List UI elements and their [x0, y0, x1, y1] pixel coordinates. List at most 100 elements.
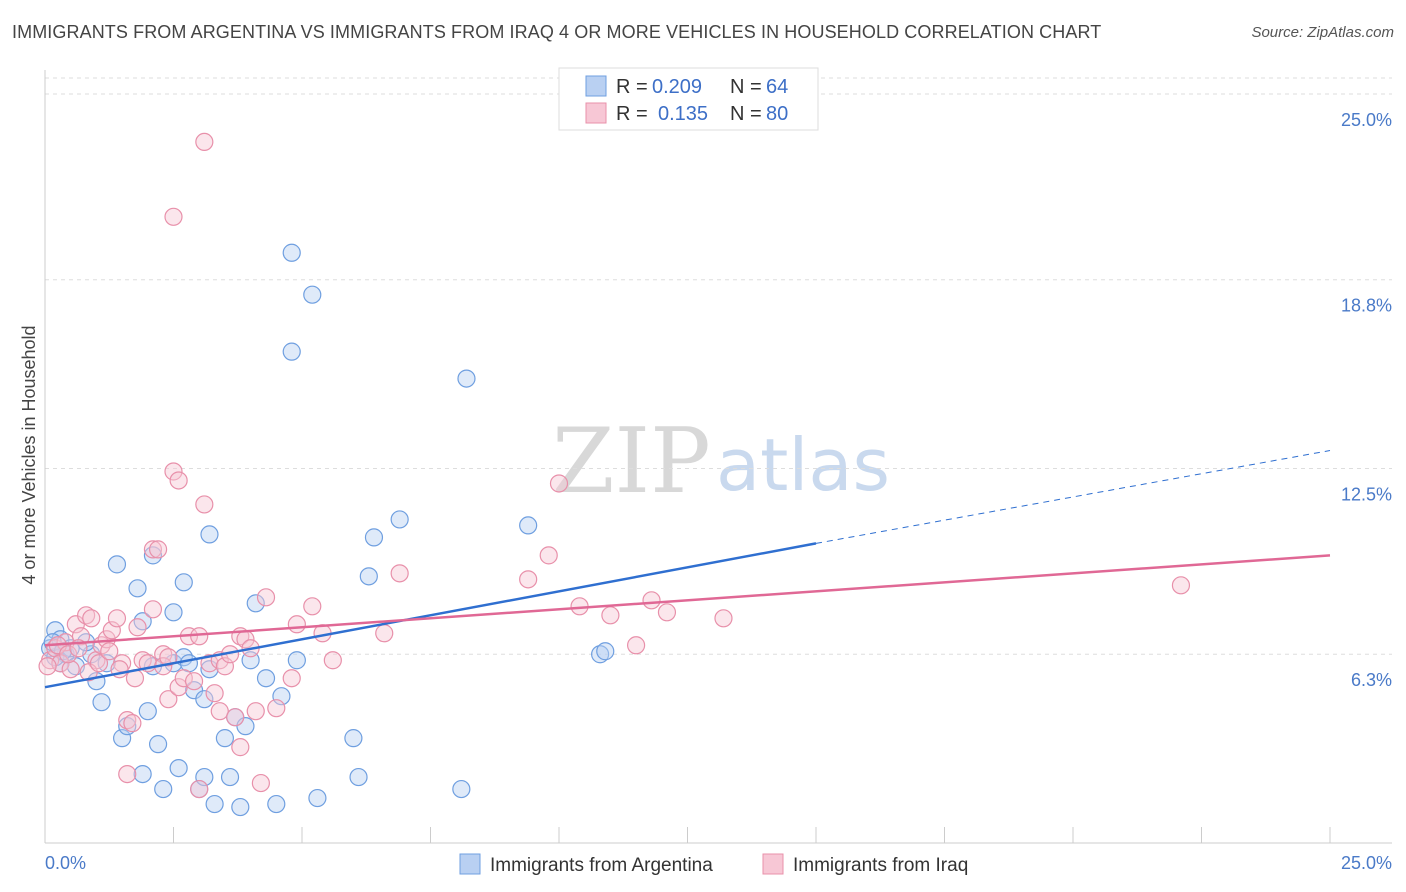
grid — [45, 77, 1392, 655]
point-argentina — [195, 767, 214, 787]
point-argentina — [359, 567, 378, 586]
point-argentina — [112, 729, 132, 748]
point-argentina — [457, 369, 476, 388]
watermark-atlas: atlas — [716, 423, 890, 507]
legend-n-label-2: N = — [730, 103, 762, 125]
trend-lines — [44, 450, 1331, 689]
point-iraq — [657, 603, 677, 622]
point-argentina — [148, 735, 168, 754]
y-axis-label: 4 or more Vehicles in Household — [19, 325, 39, 584]
point-iraq — [626, 636, 646, 655]
point-iraq — [251, 773, 270, 793]
point-iraq — [66, 615, 85, 634]
point-iraq — [184, 672, 204, 691]
point-iraq — [205, 684, 224, 703]
tick-labels: 6.3% 12.5% 18.8% 25.0% 0.0% 25.0% — [45, 110, 1392, 873]
point-iraq — [38, 657, 57, 676]
series-iraq-points — [38, 132, 1191, 799]
point-iraq — [267, 699, 286, 718]
trend-line-argentina-extension — [815, 450, 1331, 544]
point-iraq — [148, 540, 168, 559]
point-argentina — [390, 510, 409, 529]
x-tick-label-end: 25.0% — [1341, 853, 1392, 873]
point-iraq — [118, 711, 137, 730]
legend-r-value-1: 0.209 — [652, 76, 702, 98]
point-iraq — [539, 546, 558, 565]
point-iraq — [190, 627, 209, 646]
point-iraq — [226, 708, 245, 727]
point-iraq — [714, 609, 733, 628]
bottom-legend-swatch-iraq — [762, 853, 784, 875]
point-argentina — [282, 342, 301, 361]
point-iraq — [287, 615, 306, 634]
watermark: ZIP atlas — [552, 409, 890, 514]
legend-n-value-2: 80 — [766, 103, 788, 125]
point-iraq — [59, 645, 78, 664]
legend: R = 0.209 N = 64 R = 0.135 N = 80 — [558, 67, 819, 131]
point-iraq — [77, 606, 96, 625]
bottom-legend: Immigrants from Argentina Immigrants fro… — [459, 853, 968, 876]
point-argentina — [138, 702, 157, 721]
point-argentina — [195, 690, 214, 709]
point-argentina — [349, 767, 368, 787]
point-argentina — [164, 603, 183, 622]
point-iraq — [159, 690, 178, 709]
bottom-legend-label-iraq: Immigrants from Iraq — [793, 855, 968, 876]
point-argentina — [308, 788, 327, 808]
legend-r-label-1: R = — [616, 76, 648, 98]
point-iraq — [210, 702, 229, 721]
point-argentina — [107, 555, 127, 574]
point-argentina — [256, 669, 276, 688]
point-iraq — [123, 714, 142, 733]
point-argentina — [220, 767, 240, 787]
point-iraq — [256, 588, 276, 607]
point-iraq — [159, 648, 178, 667]
x-tick-label-start: 0.0% — [45, 853, 86, 873]
point-argentina — [205, 794, 224, 814]
point-argentina — [344, 729, 363, 748]
source-credit: Source: ZipAtlas.com — [1251, 24, 1394, 41]
point-iraq — [107, 609, 127, 628]
point-iraq — [282, 669, 301, 688]
point-argentina — [169, 758, 188, 778]
point-iraq — [79, 663, 98, 682]
point-iraq — [195, 132, 214, 152]
point-iraq — [102, 621, 121, 640]
point-argentina — [92, 693, 111, 712]
point-argentina — [282, 243, 301, 262]
legend-swatch-argentina — [585, 75, 607, 97]
point-argentina — [246, 594, 265, 613]
point-iraq — [89, 654, 109, 673]
y-tick-label: 12.5% — [1341, 484, 1392, 504]
point-iraq — [246, 702, 265, 721]
point-iraq — [323, 651, 342, 670]
point-argentina — [287, 651, 306, 670]
point-argentina — [154, 779, 173, 799]
point-iraq — [61, 660, 80, 679]
point-iraq — [231, 738, 250, 757]
point-argentina — [200, 660, 219, 679]
legend-swatch-iraq — [585, 102, 607, 124]
point-argentina — [591, 645, 610, 664]
chart-title: IMMIGRANTS FROM ARGENTINA VS IMMIGRANTS … — [12, 22, 1102, 42]
point-argentina — [236, 717, 255, 736]
y-tick-label: 18.8% — [1341, 296, 1392, 316]
point-iraq — [71, 627, 91, 646]
point-iraq — [195, 495, 214, 514]
point-argentina — [452, 779, 471, 799]
bottom-legend-swatch-argentina — [459, 853, 481, 875]
point-argentina — [303, 285, 322, 304]
point-argentina — [596, 642, 615, 661]
point-iraq — [519, 570, 538, 589]
point-iraq — [601, 606, 620, 625]
trend-line-iraq — [44, 554, 1331, 647]
point-argentina — [272, 687, 291, 706]
point-iraq — [1171, 576, 1191, 595]
point-iraq — [143, 540, 163, 559]
point-argentina — [118, 717, 137, 736]
point-argentina — [364, 528, 384, 547]
point-iraq — [174, 669, 193, 688]
y-tick-label: 25.0% — [1341, 110, 1392, 130]
point-iraq — [100, 642, 119, 661]
